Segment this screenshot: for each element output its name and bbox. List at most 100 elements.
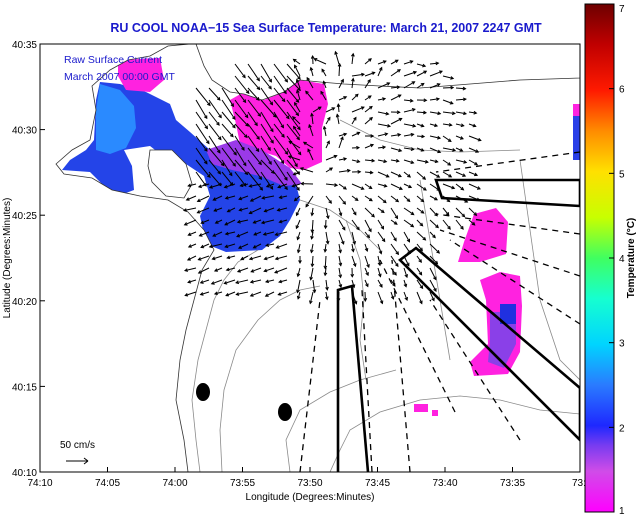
current-vector — [403, 159, 414, 164]
current-vector — [264, 255, 275, 260]
current-vector-head — [200, 220, 205, 224]
current-vector-head — [420, 210, 425, 214]
x-tick-label: 73:55 — [230, 478, 255, 489]
current-vector — [442, 111, 455, 114]
current-vector — [311, 113, 314, 125]
current-vector — [338, 255, 342, 266]
current-vector — [351, 132, 360, 137]
current-vector — [351, 93, 359, 101]
current-vector-head — [313, 58, 318, 62]
current-vector-head — [204, 148, 208, 152]
current-vector — [235, 279, 249, 284]
current-vector-head — [256, 136, 260, 140]
current-vector — [305, 90, 314, 101]
current-vector — [195, 99, 208, 119]
current-vector — [260, 87, 273, 105]
current-vector-head — [475, 149, 480, 153]
current-vector-head — [238, 207, 243, 212]
current-vector — [250, 195, 262, 202]
current-vector-head — [276, 208, 281, 212]
current-vector-head — [278, 279, 283, 284]
current-vector — [293, 126, 301, 137]
current-vector-head — [343, 157, 348, 161]
current-vector — [442, 75, 454, 79]
current-vector — [351, 243, 354, 252]
current-vector — [286, 135, 302, 155]
current-vector — [214, 267, 223, 272]
current-vector-head — [293, 197, 298, 202]
current-vector-head — [249, 279, 254, 284]
current-vector-head — [242, 74, 246, 79]
y-tick-label: 40:15 — [12, 382, 37, 393]
current-vector-head — [378, 273, 382, 278]
current-vector-head — [268, 78, 272, 83]
current-vector — [325, 219, 327, 229]
current-vector — [338, 243, 342, 253]
current-vector-head — [353, 300, 358, 305]
current-vector — [247, 87, 260, 101]
current-vector — [234, 147, 247, 166]
current-vector — [442, 171, 452, 178]
current-vector — [209, 243, 223, 248]
current-vector — [403, 147, 414, 150]
current-vector — [390, 59, 399, 65]
current-vector-head — [354, 197, 359, 202]
current-vector — [429, 279, 437, 292]
current-vector — [377, 123, 391, 127]
colorbar-tick-label: 1 — [619, 506, 625, 517]
current-vector-head — [285, 115, 290, 120]
current-vector — [403, 195, 411, 202]
current-vector-head — [419, 247, 423, 252]
current-vector — [312, 279, 316, 293]
chart-title: RU COOL NOAA−15 Sea Surface Temperature:… — [110, 21, 542, 35]
current-vector — [325, 195, 332, 204]
current-vector-head — [212, 197, 217, 201]
current-vector-head — [432, 234, 436, 239]
current-vector-head — [225, 267, 230, 272]
current-vector-head — [356, 159, 361, 164]
current-vector — [260, 147, 272, 165]
scale-arrow — [66, 457, 89, 465]
current-vector-head — [420, 82, 425, 87]
current-vector-head — [411, 81, 416, 85]
current-vectors — [182, 50, 482, 305]
current-vector-head — [396, 85, 401, 90]
current-vector — [403, 291, 408, 301]
y-axis-ticks: 40:35 40:30 40:25 40:20 40:15 40:10 — [12, 40, 45, 479]
current-vector — [442, 159, 451, 166]
current-vector-head — [213, 208, 218, 212]
current-vector-head — [435, 224, 439, 229]
current-vector-head — [421, 134, 426, 139]
sst-patch-east-top — [573, 104, 580, 116]
current-vector — [416, 219, 423, 227]
current-vector-head — [224, 222, 229, 226]
lane-south — [336, 284, 370, 472]
current-vector-head — [473, 212, 478, 217]
current-vector — [225, 231, 236, 235]
current-vector-head — [395, 263, 399, 268]
current-vector — [265, 291, 275, 297]
current-vector-head — [463, 160, 468, 164]
current-vector — [338, 267, 342, 278]
current-vector — [201, 219, 210, 224]
sst-patch-se-4 — [500, 304, 516, 324]
current-vector — [338, 133, 347, 137]
current-vector — [377, 98, 386, 101]
marker-dot-1 — [196, 383, 210, 401]
current-vector-head — [256, 77, 260, 82]
current-vector-head — [382, 97, 387, 101]
current-vector — [249, 207, 262, 214]
current-vector — [403, 108, 416, 113]
current-vector — [416, 183, 427, 191]
current-vector — [286, 111, 301, 130]
current-vector — [234, 63, 246, 78]
current-vector-head — [477, 137, 482, 142]
current-vector-head — [310, 54, 315, 59]
current-vector-head — [434, 197, 439, 201]
current-vector — [224, 183, 236, 188]
current-vector-head — [296, 187, 300, 191]
current-vector-head — [437, 135, 442, 140]
current-vector — [403, 267, 408, 278]
current-vector-head — [287, 155, 292, 159]
current-vector — [442, 183, 455, 189]
